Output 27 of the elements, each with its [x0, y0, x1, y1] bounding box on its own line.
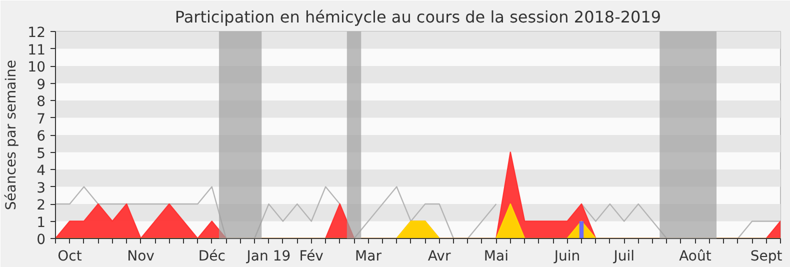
x-tick-label: Mar [355, 248, 382, 264]
y-tick-label: 12 [28, 25, 46, 41]
x-tick-label: Août [679, 248, 712, 264]
y-tick-label: 7 [36, 111, 46, 128]
y-tick-label: 8 [36, 94, 46, 110]
x-tick-label: Juil [612, 248, 635, 264]
y-tick-label: 9 [36, 76, 46, 93]
x-tick-label: Sept [750, 248, 783, 264]
x-tick-label: Nov [127, 248, 154, 264]
y-tick-label: 2 [36, 198, 46, 214]
y-tick-label: 11 [28, 42, 46, 58]
x-tick-label: Jan 19 [246, 248, 291, 264]
chart-title: Participation en hémicycle au cours de la session 2018-2019 [174, 8, 662, 26]
y-tick-label: 3 [36, 180, 46, 196]
y-tick-label: 5 [36, 146, 46, 162]
x-tick-label: Déc [198, 248, 226, 264]
x-tick-label: Mai [484, 248, 508, 264]
x-tick-label: Oct [58, 248, 82, 264]
y-axis-title: Séances par semaine [4, 60, 20, 210]
x-tick-label: Avr [428, 248, 451, 264]
x-tick-label: Fév [299, 248, 324, 264]
y-tick-label: 10 [28, 60, 46, 76]
y-tick-label: 1 [36, 214, 46, 231]
y-tick-label: 4 [36, 163, 46, 179]
y-tick-label: 0 [36, 232, 46, 248]
y-tick-label: 6 [36, 128, 46, 144]
x-tick-label: Juin [553, 248, 580, 264]
